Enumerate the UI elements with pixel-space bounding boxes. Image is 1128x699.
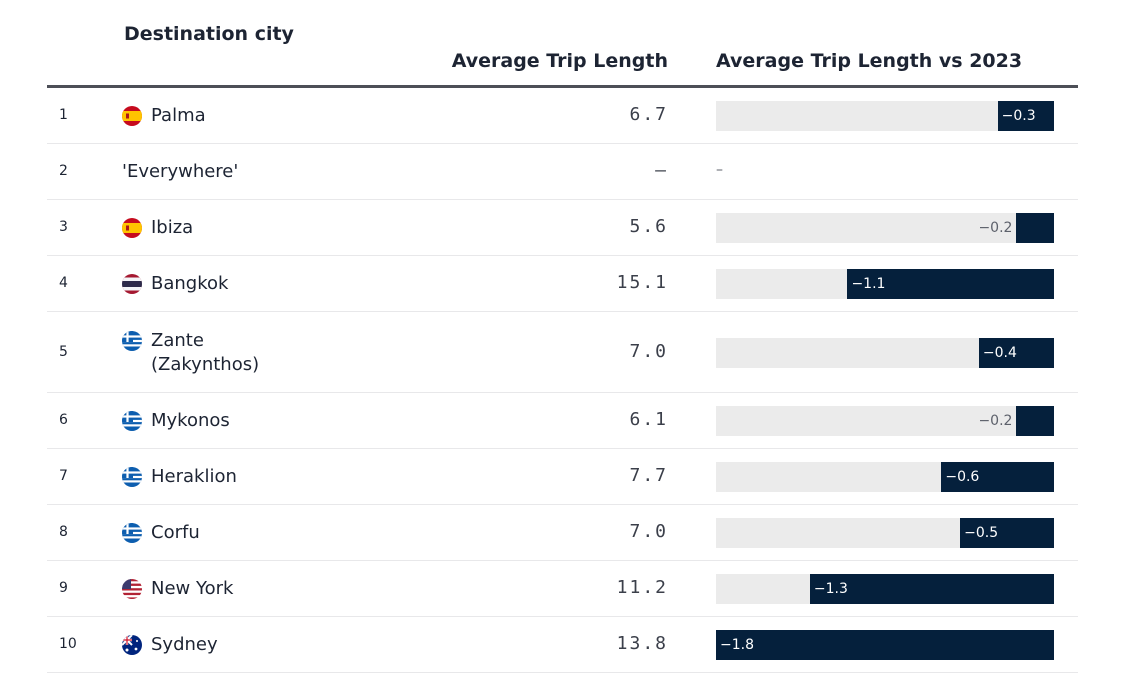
table-header: Destination city Average Trip Length Ave…	[47, 0, 1078, 88]
delta-track: −0.3	[716, 101, 1054, 131]
avg-trip-length-value: 6.7	[629, 104, 668, 125]
city-name: Sydney	[151, 634, 218, 655]
table-row: 6 Mykonos 6.1 −0.2	[47, 393, 1078, 449]
greece-flag-icon	[122, 331, 142, 351]
city-cell: Bangkok	[122, 272, 228, 296]
delta-empty: –	[716, 162, 723, 178]
delta-track: −0.5	[716, 518, 1054, 548]
city-name: Bangkok	[151, 273, 229, 294]
table-row: 5 Zante (Zakynthos) 7.0 −0.4	[47, 312, 1078, 393]
city-cell: Corfu	[122, 521, 200, 545]
rank-cell: 1	[59, 107, 68, 123]
delta-track: −1.8	[716, 630, 1054, 660]
delta-bar: −0.5	[960, 518, 1054, 548]
delta-bar: −1.3	[809, 574, 1054, 604]
rank-cell: 8	[59, 524, 68, 540]
table-row: 7 Heraklion 7.7 −0.6	[47, 449, 1078, 505]
table-body: 1 Palma 6.7 −0.3 2 'Everywhere' – – 3 Ibiza 5.6 −0.…	[47, 88, 1078, 673]
rank-cell: 6	[59, 412, 68, 428]
delta-bar: −0.3	[997, 101, 1054, 131]
greece-flag-icon	[122, 411, 142, 431]
avg-trip-length-value: 7.0	[629, 521, 668, 542]
city-name: 'Everywhere'	[122, 161, 239, 182]
city-cell: New York	[122, 577, 233, 601]
avg-trip-length-value: 15.1	[616, 272, 668, 293]
table-row: 3 Ibiza 5.6 −0.2	[47, 200, 1078, 256]
rank-cell: 3	[59, 219, 68, 235]
table-row: 10 Sydney 13.8 −1.8	[47, 617, 1078, 673]
delta-label: −0.2	[978, 220, 1013, 236]
city-name: Palma	[151, 105, 206, 126]
avg-trip-length-value: 7.0	[629, 340, 668, 362]
city-name: Mykonos	[151, 410, 230, 431]
delta-track: −0.2	[716, 213, 1054, 243]
delta-bar: −0.4	[978, 337, 1054, 368]
city-name: Zante (Zakynthos)	[151, 330, 260, 375]
delta-track: −1.3	[716, 574, 1054, 604]
trip-length-table: Destination city Average Trip Length Ave…	[47, 0, 1078, 673]
city-name: New York	[151, 578, 234, 599]
table-row: 4 Bangkok 15.1 −1.1	[47, 256, 1078, 312]
city-cell: Palma	[122, 104, 206, 128]
city-cell: 'Everywhere'	[122, 160, 238, 184]
rank-cell: 9	[59, 580, 68, 596]
greece-flag-icon	[122, 467, 142, 487]
column-header-avg-trip-length: Average Trip Length	[451, 50, 668, 72]
delta-bar	[1016, 406, 1054, 436]
city-name: Corfu	[151, 522, 200, 543]
column-header-city: Destination city	[124, 23, 294, 45]
avg-trip-length-value: 7.7	[629, 465, 668, 486]
city-cell: Mykonos	[122, 409, 230, 433]
avg-trip-length-value: 13.8	[616, 633, 668, 654]
table-row: 2 'Everywhere' – –	[47, 144, 1078, 200]
avg-trip-length-value: –	[655, 160, 668, 181]
greece-flag-icon	[122, 523, 142, 543]
rank-cell: 10	[59, 636, 77, 652]
city-cell: Heraklion	[122, 465, 237, 489]
avg-trip-length-value: 11.2	[616, 577, 668, 598]
spain-flag-icon	[122, 218, 142, 238]
avg-trip-length-value: 6.1	[629, 409, 668, 430]
rank-cell: 5	[59, 343, 68, 360]
table-row: 9 New York 11.2 −1.3	[47, 561, 1078, 617]
thailand-flag-icon	[122, 274, 142, 294]
table-row: 1 Palma 6.7 −0.3	[47, 88, 1078, 144]
delta-bar: −0.6	[941, 462, 1054, 492]
avg-trip-length-value: 5.6	[629, 216, 668, 237]
delta-label: −1.8	[720, 637, 754, 653]
rank-cell: 4	[59, 275, 68, 291]
delta-track: −0.6	[716, 462, 1054, 492]
australia-flag-icon	[122, 635, 142, 655]
delta-label: −1.3	[813, 581, 848, 597]
table-row: 8 Corfu 7.0 −0.5	[47, 505, 1078, 561]
delta-label: −0.2	[978, 413, 1013, 429]
city-name: Ibiza	[151, 217, 194, 238]
rank-cell: 2	[59, 163, 68, 179]
delta-track: −0.4	[716, 337, 1054, 368]
spain-flag-icon	[122, 106, 142, 126]
delta-label: −0.3	[1001, 108, 1036, 124]
delta-label: −0.5	[964, 525, 999, 541]
delta-track: −0.2	[716, 406, 1054, 436]
column-header-vs-2023: Average Trip Length vs 2023	[716, 50, 1023, 72]
city-name: Heraklion	[151, 466, 237, 487]
city-cell: Sydney	[122, 633, 218, 657]
city-cell: Zante (Zakynthos)	[122, 329, 271, 377]
delta-label: −0.4	[982, 344, 1017, 361]
rank-cell: 7	[59, 468, 68, 484]
delta-label: −0.6	[945, 469, 980, 485]
delta-bar: −1.8	[716, 630, 1054, 660]
city-cell: Ibiza	[122, 216, 193, 240]
delta-bar: −1.1	[847, 269, 1054, 299]
delta-label: −1.1	[851, 276, 886, 292]
usa-flag-icon	[122, 579, 142, 599]
delta-bar	[1016, 213, 1054, 243]
delta-track: −1.1	[716, 269, 1054, 299]
